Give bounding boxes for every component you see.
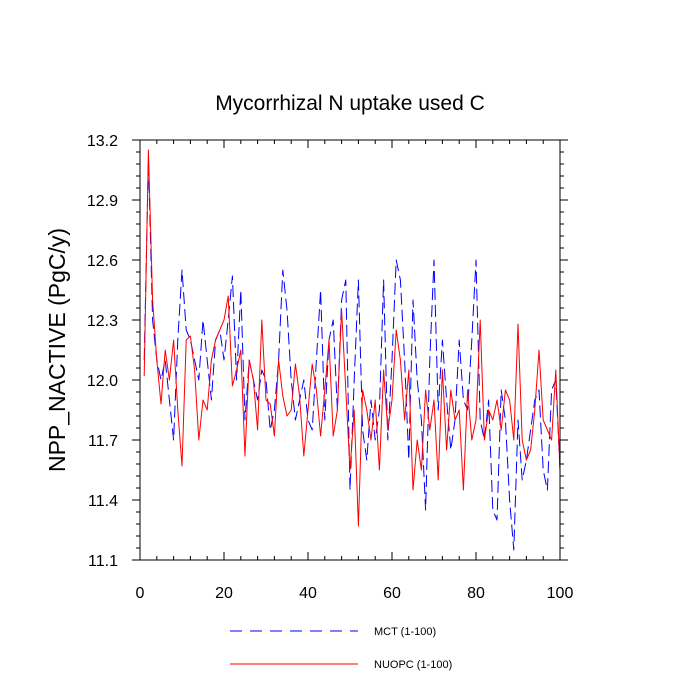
- y-tick-label: 11.1: [88, 553, 118, 570]
- chart-title: Mycorrhizal N uptake used C: [215, 92, 485, 115]
- y-axis-label: NPP_NACTIVE (PgC/y): [44, 228, 70, 472]
- x-tick-label: 100: [547, 585, 574, 602]
- legend-label: NUOPC (1-100): [374, 659, 452, 671]
- y-tick-label: 12.3: [87, 313, 118, 330]
- x-tick-label: 20: [215, 585, 233, 602]
- x-tick-label: 60: [383, 585, 401, 602]
- x-tick-label: 40: [299, 585, 317, 602]
- series-line-nuopc: [143, 149, 561, 527]
- legend-label: MCT (1-100): [374, 626, 436, 638]
- y-tick-label: 11.4: [88, 493, 118, 510]
- y-tick-label: 12.6: [87, 253, 118, 270]
- legend: MCT (1-100) NUOPC (1-100): [230, 626, 452, 671]
- y-tick-label: 13.2: [87, 133, 118, 150]
- x-tick-label: 0: [136, 585, 145, 602]
- x-tick-label: 80: [467, 585, 485, 602]
- series-line-mct: [143, 159, 561, 551]
- y-tick-label: 11.7: [88, 433, 118, 450]
- y-tick-label: 12.9: [87, 193, 118, 210]
- ticks-layer: 0 20 40 60 80 100 11.1 11.4 11.7 12.0 12.3 12.6 12.9…: [87, 133, 574, 602]
- plot-frame: [139, 139, 561, 561]
- y-tick-label: 12.0: [87, 373, 118, 390]
- series-layer: [143, 149, 561, 551]
